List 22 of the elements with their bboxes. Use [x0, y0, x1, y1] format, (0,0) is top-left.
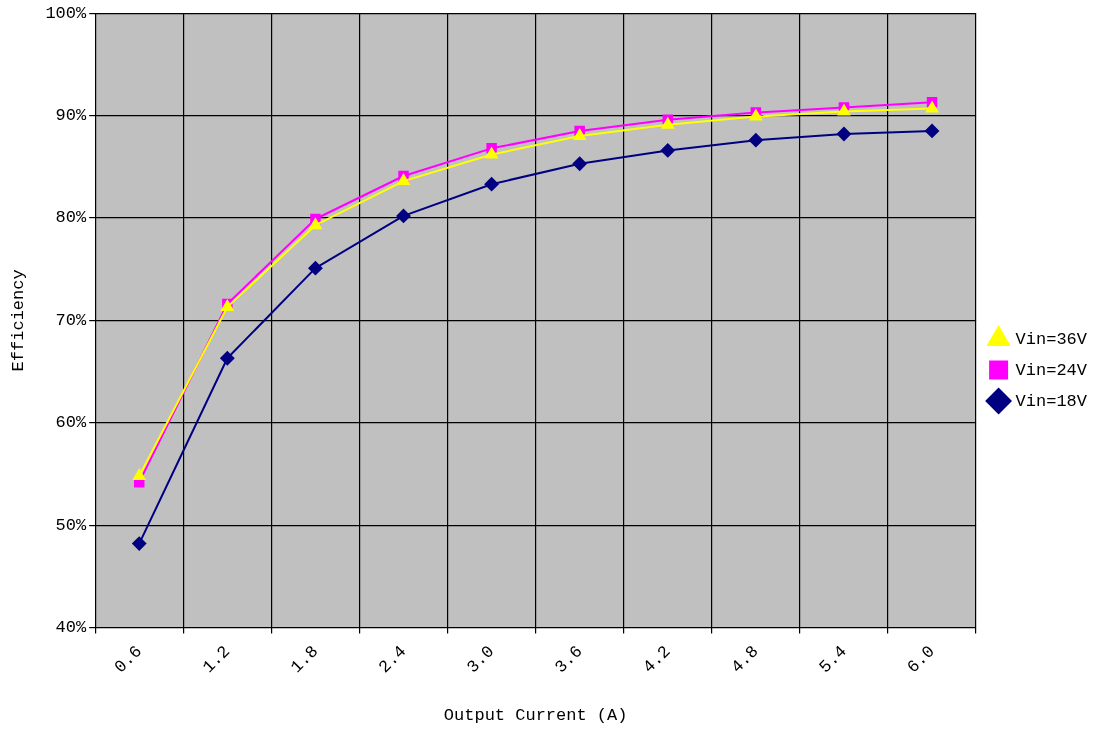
x-tick-label: 1.2	[198, 642, 235, 678]
y-tick-label: 60%	[55, 413, 87, 433]
y-tick-label: 90%	[55, 106, 87, 126]
x-tick-label: 1.8	[287, 642, 323, 678]
x-tick-label: 0.6	[110, 642, 146, 678]
x-tick-label: 3.0	[463, 642, 499, 678]
legend-label: Vin=24V	[1015, 360, 1088, 380]
x-tick-label: 2.4	[375, 642, 411, 678]
legend-label: Vin=18V	[1015, 391, 1088, 411]
x-tick-label: 5.4	[815, 642, 851, 678]
y-tick-label: 80%	[55, 208, 87, 228]
x-tick-label: 6.0	[903, 642, 939, 678]
x-tick-label: 4.8	[727, 642, 763, 678]
x-tick-label: 4.2	[639, 642, 675, 678]
x-tick-label: 3.6	[551, 642, 587, 678]
y-axis-title: Efficiency	[8, 269, 28, 372]
y-tick-label: 70%	[55, 310, 87, 330]
y-tick-label: 100%	[45, 3, 87, 23]
y-tick-label: 40%	[55, 618, 87, 638]
legend-label: Vin=36V	[1015, 329, 1088, 349]
x-axis-title: Output Current (A)	[443, 706, 628, 726]
y-tick-label: 50%	[55, 515, 87, 535]
